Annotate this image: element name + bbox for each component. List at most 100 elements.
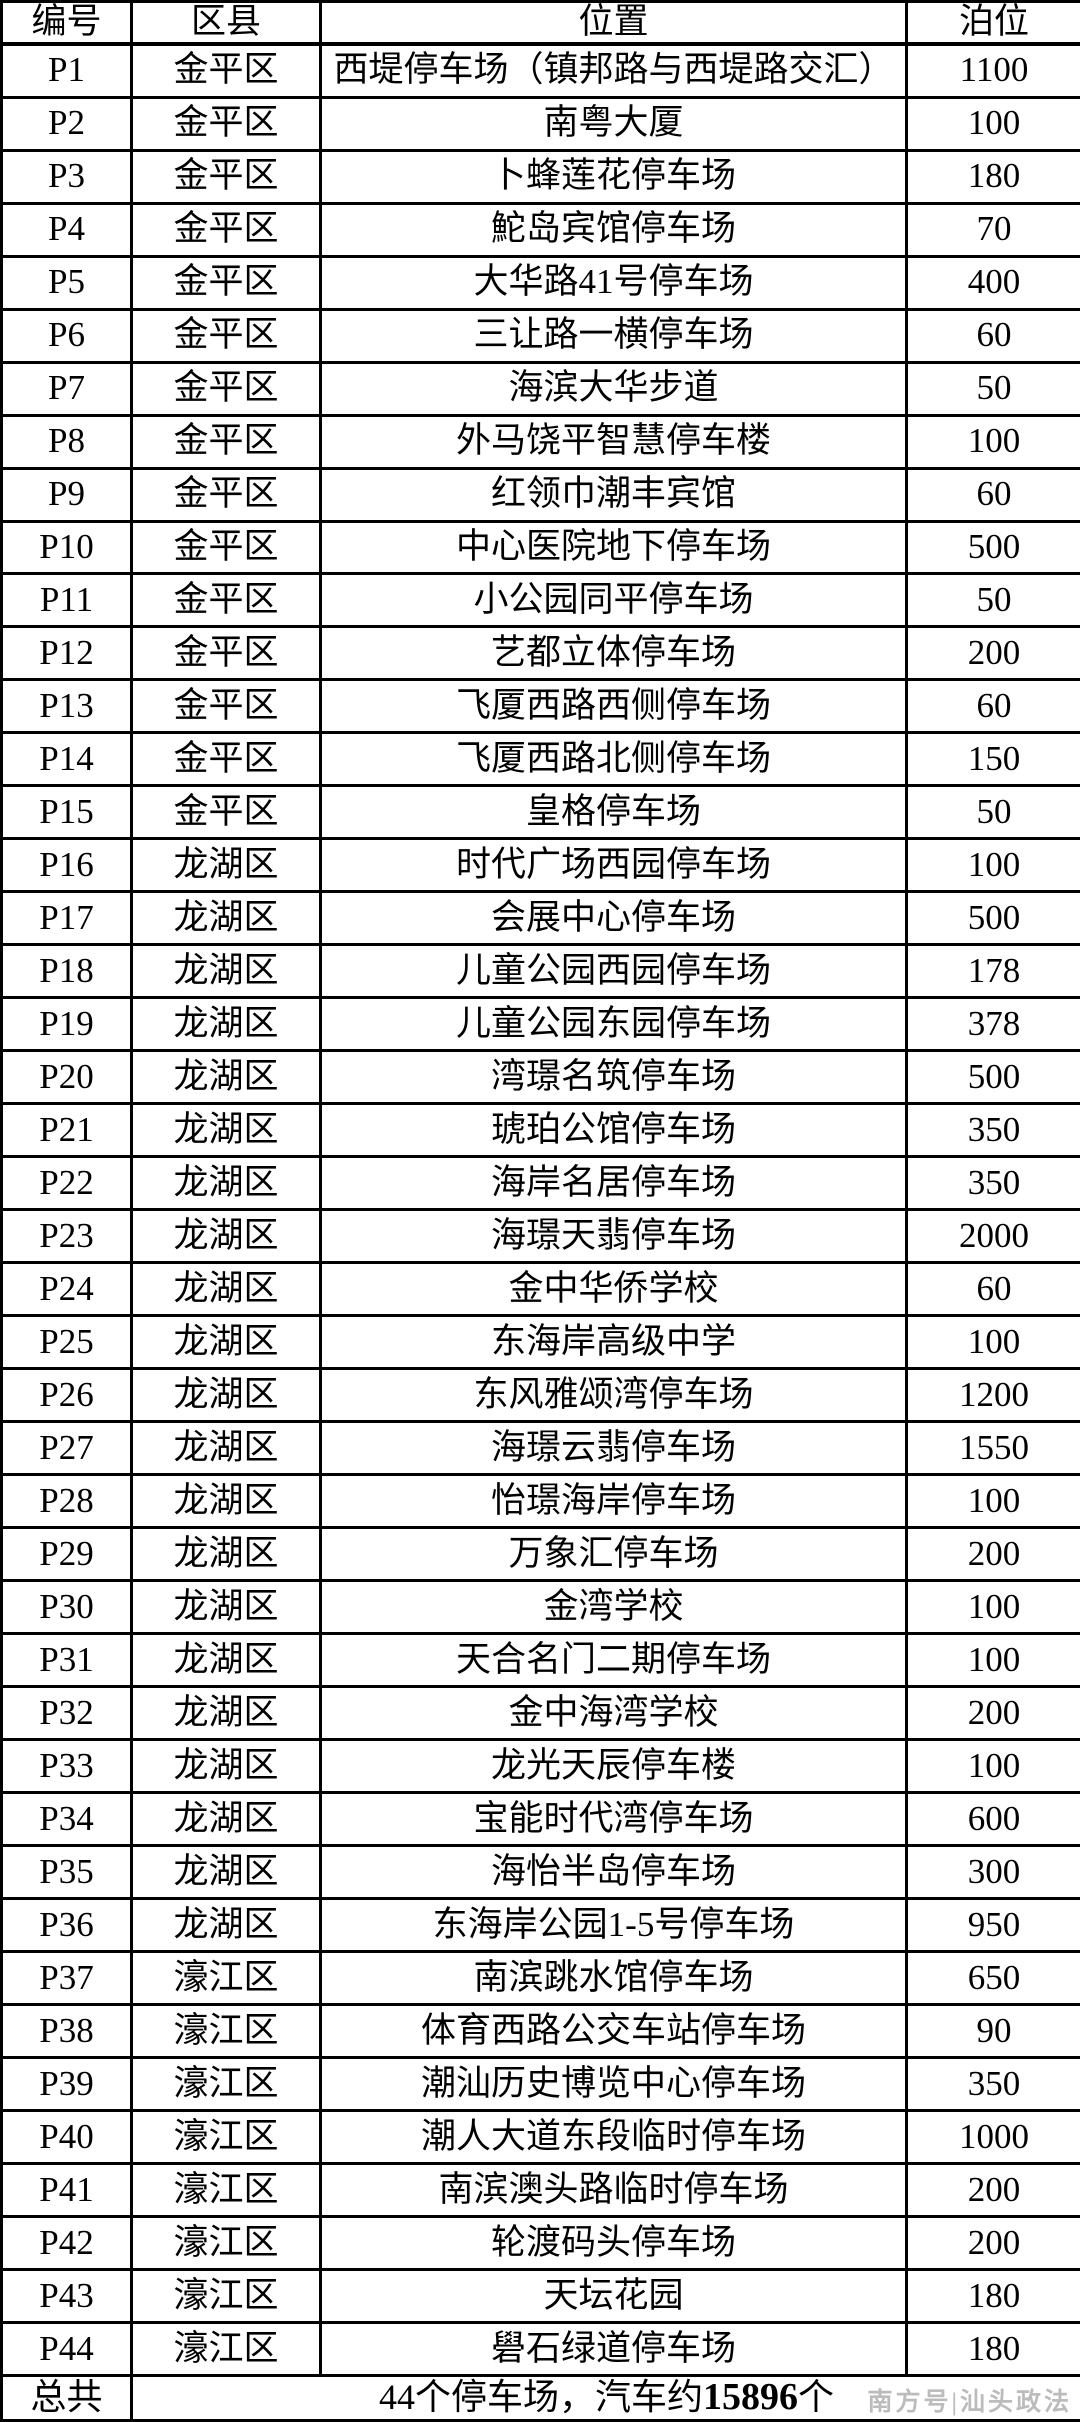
cell-district: 龙湖区 — [130, 1844, 322, 1901]
cell-location: 卜蜂莲花停车场 — [319, 148, 908, 205]
cell-district: 金平区 — [130, 148, 322, 205]
cell-number: P43 — [0, 2267, 133, 2324]
cell-location: 东风雅颂湾停车场 — [319, 1367, 908, 1424]
cell-spaces: 350 — [905, 1155, 1080, 1212]
table-row: P44 濠江区 礐石绿道停车场 180 — [0, 2320, 1080, 2378]
cell-number: P19 — [0, 996, 133, 1053]
table-row: P14 金平区 飞厦西路北侧停车场 150 — [0, 731, 1080, 788]
cell-location: 海璟天翡停车场 — [319, 1208, 908, 1265]
cell-spaces: 1000 — [905, 2109, 1080, 2166]
cell-district: 龙湖区 — [130, 1314, 322, 1371]
total-suffix: 个 — [798, 2377, 835, 2418]
cell-district: 濠江区 — [130, 2162, 322, 2218]
cell-location: 南滨澳头路临时停车场 — [319, 2162, 908, 2218]
header-row: 编号 区县 位置 泊位 — [0, 0, 1080, 46]
cell-location: 南粤大厦 — [319, 95, 908, 152]
cell-location: 龙光天辰停车楼 — [319, 1738, 908, 1795]
cell-spaces: 90 — [905, 2003, 1080, 2060]
cell-number: P26 — [0, 1367, 133, 1424]
cell-number: P29 — [0, 1526, 133, 1583]
cell-number: P17 — [0, 890, 133, 947]
table-row: P9 金平区 红领巾潮丰宾馆 60 — [0, 466, 1080, 523]
total-value: 44个停车场，汽车约15896个 — [130, 2374, 1080, 2422]
cell-number: P41 — [0, 2162, 133, 2218]
cell-spaces: 60 — [905, 307, 1080, 364]
cell-location: 中心医院地下停车场 — [319, 519, 908, 576]
cell-spaces: 300 — [905, 1844, 1080, 1901]
cell-spaces: 350 — [905, 1102, 1080, 1159]
total-count-bold: 15896 — [703, 2376, 798, 2419]
cell-spaces: 950 — [905, 1897, 1080, 1954]
cell-location: 三让路一横停车场 — [319, 307, 908, 364]
cell-location: 红领巾潮丰宾馆 — [319, 466, 908, 523]
table-row: P16 龙湖区 时代广场西园停车场 100 — [0, 837, 1080, 894]
cell-district: 金平区 — [130, 678, 322, 735]
table-row: P1 金平区 西堤停车场（镇邦路与西堤路交汇） 1100 — [0, 42, 1080, 99]
table-row: P17 龙湖区 会展中心停车场 500 — [0, 890, 1080, 947]
table-row: P31 龙湖区 天合名门二期停车场 100 — [0, 1632, 1080, 1689]
cell-location: 外马饶平智慧停车楼 — [319, 413, 908, 470]
table-body: P1 金平区 西堤停车场（镇邦路与西堤路交汇） 1100 P2 金平区 南粤大厦 100 P3 金… — [0, 42, 1080, 2378]
total-prefix: 44个停车场，汽车约 — [378, 2377, 703, 2418]
table-row: P25 龙湖区 东海岸高级中学 100 — [0, 1314, 1080, 1371]
cell-number: P24 — [0, 1261, 133, 1318]
cell-spaces: 180 — [905, 2320, 1080, 2378]
cell-number: P6 — [0, 307, 133, 364]
cell-district: 龙湖区 — [130, 1526, 322, 1583]
table-row: P40 濠江区 潮人大道东段临时停车场 1000 — [0, 2109, 1080, 2166]
cell-location: 轮渡码头停车场 — [319, 2215, 908, 2271]
cell-district: 龙湖区 — [130, 890, 322, 947]
cell-location: 金湾学校 — [319, 1579, 908, 1636]
cell-location: 皇格停车场 — [319, 784, 908, 841]
cell-spaces: 500 — [905, 890, 1080, 947]
cell-district: 金平区 — [130, 519, 322, 576]
table-row: P24 龙湖区 金中华侨学校 60 — [0, 1261, 1080, 1318]
table-row: P38 濠江区 体育西路公交车站停车场 90 — [0, 2003, 1080, 2060]
cell-district: 龙湖区 — [130, 1579, 322, 1636]
cell-district: 龙湖区 — [130, 1473, 322, 1530]
cell-spaces: 180 — [905, 2267, 1080, 2324]
cell-district: 濠江区 — [130, 1950, 322, 2007]
cell-number: P18 — [0, 943, 133, 1000]
cell-spaces: 350 — [905, 2056, 1080, 2113]
table-row: P20 龙湖区 湾璟名筑停车场 500 — [0, 1049, 1080, 1106]
cell-spaces: 100 — [905, 413, 1080, 470]
cell-spaces: 178 — [905, 943, 1080, 1000]
cell-spaces: 60 — [905, 678, 1080, 735]
cell-location: 体育西路公交车站停车场 — [319, 2003, 908, 2060]
table-row: P36 龙湖区 东海岸公园1-5号停车场 950 — [0, 1897, 1080, 1954]
cell-number: P10 — [0, 519, 133, 576]
cell-district: 龙湖区 — [130, 1791, 322, 1848]
cell-location: 鮀岛宾馆停车场 — [319, 201, 908, 258]
table-row: P8 金平区 外马饶平智慧停车楼 100 — [0, 413, 1080, 470]
cell-number: P21 — [0, 1102, 133, 1159]
table-row: P22 龙湖区 海岸名居停车场 350 — [0, 1155, 1080, 1212]
cell-number: P25 — [0, 1314, 133, 1371]
table-row: P41 濠江区 南滨澳头路临时停车场 200 — [0, 2162, 1080, 2218]
cell-location: 海璟云翡停车场 — [319, 1420, 908, 1477]
cell-spaces: 100 — [905, 1314, 1080, 1371]
cell-number: P15 — [0, 784, 133, 841]
table-row: P11 金平区 小公园同平停车场 50 — [0, 572, 1080, 629]
cell-spaces: 200 — [905, 1526, 1080, 1583]
cell-number: P44 — [0, 2320, 133, 2378]
cell-number: P42 — [0, 2215, 133, 2271]
cell-spaces: 100 — [905, 1738, 1080, 1795]
table-row: P27 龙湖区 海璟云翡停车场 1550 — [0, 1420, 1080, 1477]
table-row: P28 龙湖区 怡璟海岸停车场 100 — [0, 1473, 1080, 1530]
cell-district: 濠江区 — [130, 2109, 322, 2166]
table-row: P4 金平区 鮀岛宾馆停车场 70 — [0, 201, 1080, 258]
table-row: P23 龙湖区 海璟天翡停车场 2000 — [0, 1208, 1080, 1265]
cell-spaces: 1200 — [905, 1367, 1080, 1424]
cell-location: 东海岸高级中学 — [319, 1314, 908, 1371]
table-row: P39 濠江区 潮汕历史博览中心停车场 350 — [0, 2056, 1080, 2113]
cell-number: P8 — [0, 413, 133, 470]
table-row: P35 龙湖区 海怡半岛停车场 300 — [0, 1844, 1080, 1901]
cell-location: 琥珀公馆停车场 — [319, 1102, 908, 1159]
cell-spaces: 200 — [905, 2215, 1080, 2271]
cell-location: 天坛花园 — [319, 2267, 908, 2324]
table-row: P42 濠江区 轮渡码头停车场 200 — [0, 2215, 1080, 2271]
cell-district: 龙湖区 — [130, 1208, 322, 1265]
cell-district: 龙湖区 — [130, 943, 322, 1000]
cell-location: 飞厦西路北侧停车场 — [319, 731, 908, 788]
